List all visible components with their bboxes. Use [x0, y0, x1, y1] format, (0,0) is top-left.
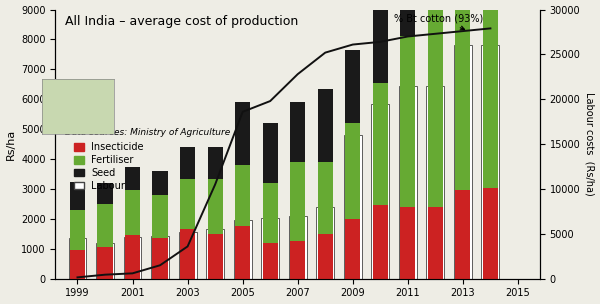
Bar: [289, 216, 307, 279]
Bar: [371, 104, 389, 279]
Bar: [206, 230, 224, 279]
Bar: [400, 36, 415, 207]
Bar: [345, 219, 361, 279]
Bar: [316, 207, 334, 279]
Bar: [97, 247, 113, 279]
Bar: [317, 234, 333, 279]
Bar: [179, 232, 197, 279]
Bar: [68, 238, 86, 279]
Bar: [125, 235, 140, 279]
Bar: [124, 237, 142, 279]
Bar: [97, 204, 113, 247]
Bar: [152, 195, 167, 238]
Bar: [483, 188, 498, 279]
Bar: [428, 0, 443, 207]
Bar: [96, 243, 114, 279]
Bar: [180, 230, 195, 279]
Bar: [455, 0, 470, 191]
Legend: Insecticide, Fertiliser, Seed, Labour: Insecticide, Fertiliser, Seed, Labour: [70, 138, 148, 195]
Bar: [180, 178, 195, 230]
Bar: [428, 207, 443, 279]
Bar: [234, 220, 251, 279]
Bar: [263, 123, 278, 183]
Bar: [317, 89, 333, 162]
Bar: [373, 5, 388, 83]
Bar: [235, 226, 250, 279]
Bar: [290, 162, 305, 241]
Bar: [373, 83, 388, 206]
Bar: [208, 178, 223, 234]
Bar: [97, 183, 113, 204]
Bar: [373, 206, 388, 279]
Bar: [317, 162, 333, 234]
Bar: [70, 181, 85, 210]
Bar: [235, 102, 250, 165]
Bar: [125, 167, 140, 191]
Bar: [261, 218, 279, 279]
Bar: [345, 50, 361, 123]
Bar: [151, 236, 169, 279]
Bar: [400, 0, 415, 36]
Text: Data sources: Ministry of Agriculture: Data sources: Ministry of Agriculture: [65, 128, 230, 137]
Bar: [180, 147, 195, 178]
Bar: [481, 45, 499, 279]
Bar: [125, 191, 140, 235]
Bar: [290, 102, 305, 162]
Bar: [263, 183, 278, 243]
Bar: [400, 207, 415, 279]
Bar: [344, 135, 362, 279]
Bar: [290, 241, 305, 279]
Bar: [483, 0, 498, 188]
Y-axis label: Rs/ha: Rs/ha: [5, 129, 16, 160]
Bar: [454, 45, 472, 279]
Bar: [399, 86, 417, 279]
Bar: [152, 238, 167, 279]
Bar: [455, 191, 470, 279]
Bar: [208, 234, 223, 279]
Bar: [152, 171, 167, 195]
Y-axis label: Labour costs  (Rs/ha): Labour costs (Rs/ha): [584, 92, 595, 196]
Text: % Bt cotton (93%): % Bt cotton (93%): [394, 14, 484, 30]
Bar: [345, 123, 361, 219]
Bar: [427, 86, 444, 279]
Bar: [208, 147, 223, 178]
Bar: [70, 250, 85, 279]
Text: All India – average cost of production: All India – average cost of production: [65, 15, 298, 28]
Bar: [70, 210, 85, 250]
Bar: [235, 165, 250, 226]
Bar: [263, 243, 278, 279]
